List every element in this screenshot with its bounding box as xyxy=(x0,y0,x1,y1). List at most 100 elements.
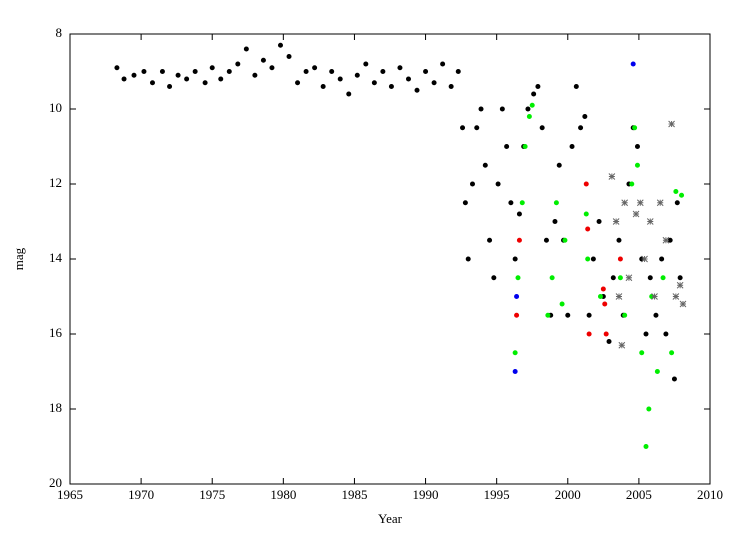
x-tick-label: 1965 xyxy=(57,487,83,502)
star-point xyxy=(651,293,658,300)
x-axis-label: Year xyxy=(378,511,403,526)
dot-point xyxy=(252,72,258,78)
dot-point xyxy=(192,69,198,74)
dot-point xyxy=(632,125,638,131)
dot-point xyxy=(141,69,147,74)
dot-point xyxy=(131,72,137,78)
dot-point xyxy=(630,61,636,67)
x-tick-label: 2000 xyxy=(555,487,581,502)
dot-point xyxy=(405,76,411,82)
dot-point xyxy=(606,339,612,344)
star-point xyxy=(625,274,633,282)
dot-point xyxy=(617,256,623,262)
dot-point xyxy=(583,211,589,217)
x-tick-label: 1970 xyxy=(128,487,154,502)
dot-point xyxy=(303,69,309,74)
dot-point xyxy=(556,162,562,168)
dot-point xyxy=(559,301,565,307)
dot-point xyxy=(337,76,343,82)
x-tick-label: 1985 xyxy=(341,487,367,502)
star-point xyxy=(632,210,640,218)
dot-point xyxy=(583,181,589,187)
dot-point xyxy=(209,65,215,71)
dot-point xyxy=(573,84,579,89)
dot-point xyxy=(423,69,429,74)
dot-point xyxy=(535,84,541,89)
dot-point xyxy=(610,275,616,281)
dot-point xyxy=(286,54,292,59)
x-tick-label: 1975 xyxy=(199,487,225,502)
dot-point xyxy=(519,200,525,206)
dot-point xyxy=(516,211,522,217)
dot-point xyxy=(202,80,208,86)
dot-point xyxy=(469,181,475,187)
dot-point xyxy=(667,237,673,243)
dot-point xyxy=(363,61,369,67)
dot-point xyxy=(512,350,518,356)
star-point xyxy=(612,218,620,225)
dot-point xyxy=(622,312,628,318)
dot-point xyxy=(545,312,551,318)
dot-point xyxy=(643,444,649,449)
dot-point xyxy=(586,331,592,337)
dot-point xyxy=(346,91,352,97)
dot-point xyxy=(639,350,645,356)
dot-point xyxy=(526,114,532,119)
dot-point xyxy=(565,312,571,318)
y-tick-label: 12 xyxy=(49,175,62,190)
dot-point xyxy=(354,72,360,78)
y-tick-label: 20 xyxy=(49,475,62,490)
dot-point xyxy=(487,237,493,243)
x-tick-label: 2010 xyxy=(697,487,723,502)
dot-point xyxy=(671,376,677,382)
dot-point xyxy=(600,286,606,292)
dot-point xyxy=(465,256,471,262)
star-point xyxy=(621,199,629,207)
dot-point xyxy=(525,106,531,112)
dot-point xyxy=(590,256,596,262)
dot-point xyxy=(582,114,588,119)
dot-point xyxy=(397,65,403,71)
dot-point xyxy=(371,80,377,86)
dot-point xyxy=(512,369,518,374)
dot-point xyxy=(448,84,454,89)
dot-point xyxy=(585,226,591,232)
dot-point xyxy=(516,237,522,243)
dot-point xyxy=(277,42,283,48)
dot-point xyxy=(539,125,545,131)
dot-point xyxy=(669,350,675,356)
dot-point xyxy=(269,65,275,71)
star-point xyxy=(646,218,654,225)
x-tick-label: 1990 xyxy=(413,487,439,502)
dot-point xyxy=(616,237,622,243)
dot-point xyxy=(235,61,241,67)
dot-point xyxy=(531,91,537,97)
dot-point xyxy=(634,162,640,168)
dot-point xyxy=(175,72,181,78)
dot-point xyxy=(553,200,559,206)
dot-point xyxy=(243,46,249,52)
dot-point xyxy=(629,181,635,187)
dot-point xyxy=(159,69,165,74)
y-axis-label: mag xyxy=(11,247,26,270)
star-point xyxy=(676,281,684,289)
y-tick-label: 8 xyxy=(56,25,63,40)
dot-point xyxy=(659,256,665,262)
dot-point xyxy=(167,84,173,89)
plot-frame xyxy=(69,33,711,485)
star-point xyxy=(672,293,680,300)
x-tick-label: 2005 xyxy=(626,487,652,502)
dot-point xyxy=(585,256,591,262)
dot-point xyxy=(543,237,549,243)
dot-point xyxy=(184,76,190,82)
y-tick-label: 14 xyxy=(49,250,63,265)
dot-point xyxy=(586,312,592,318)
dot-point xyxy=(515,275,521,281)
dot-point xyxy=(312,65,318,71)
dot-point xyxy=(562,237,568,243)
dot-point xyxy=(380,69,386,74)
dot-point xyxy=(602,301,608,307)
dot-point xyxy=(149,80,155,86)
